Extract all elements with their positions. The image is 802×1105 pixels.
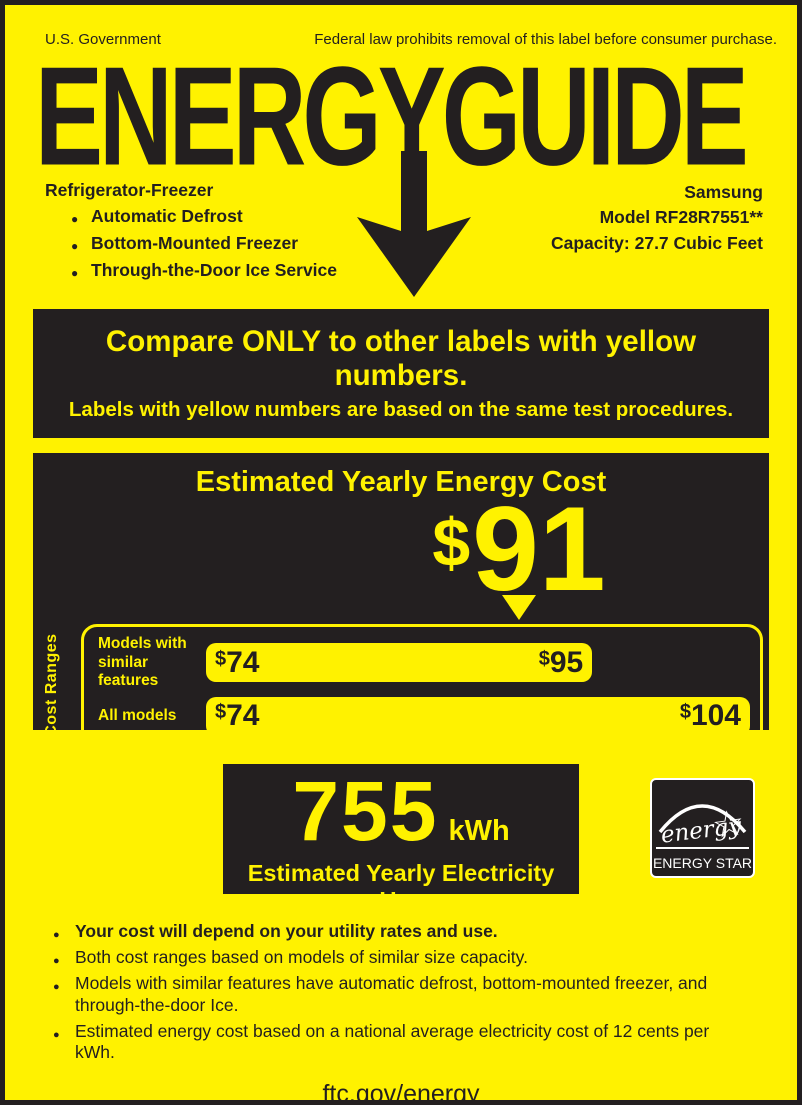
range-min-value: $74 [215,645,260,679]
ftc-url: ftc.gov/energy [322,1080,480,1100]
note-text: Both cost ranges based on models of simi… [75,946,528,967]
product-info: Refrigerator-Freezer Automatic Defrost B… [5,176,797,287]
bullet-icon [71,260,91,281]
electricity-use-box: 755 kWh Estimated Yearly Electricity Use [223,764,579,913]
federal-law-text: Federal law prohibits removal of this la… [314,31,777,48]
compare-banner: Compare ONLY to other labels with yellow… [33,309,769,438]
energyguide-logo-text: ENERGYGUIDE [35,37,749,195]
range-bar-all: $74 $104 [206,696,750,736]
note-text: Estimated energy cost based on a nationa… [75,1020,710,1063]
note-item: Estimated energy cost based on a nationa… [53,1021,797,1065]
feature-item: Bottom-Mounted Freezer [71,233,337,254]
kwh-unit: kWh [448,815,510,847]
capacity-text: Capacity: 27.7 Cubic Feet [550,232,763,253]
range-max-value: $104 [679,699,741,733]
government-text: U.S. Government [45,31,161,48]
note-item: Your cost will depend on your utility ra… [53,921,797,943]
cost-amount: 91 [472,482,606,616]
star-icon: ☆ [710,802,748,847]
feature-item: Through-the-Door Ice Service [71,260,337,281]
model-info: Samsung Model RF28R7551** Capacity: 27.7… [551,180,763,287]
note-item: Both cost ranges based on models of simi… [53,947,797,969]
down-arrow-icon [357,151,471,297]
energy-cost-box: Estimated Yearly Energy Cost $ 91 Cost R… [33,453,769,747]
range-bar-track: $74 $95 [206,643,750,683]
feature-list: Refrigerator-Freezer Automatic Defrost B… [45,180,337,287]
dollar-sign: $ [432,505,471,581]
feature-item: Automatic Defrost [71,206,337,227]
header: U.S. Government Federal law prohibits re… [5,5,797,48]
note-text: Your cost will depend on your utility ra… [75,921,498,941]
bullet-icon [71,233,91,254]
compare-headline: Compare ONLY to other labels with yellow… [105,325,697,392]
yearly-cost-value: $ 91 [151,482,797,616]
cost-pointer-icon [502,595,536,620]
label-background: U.S. Government Federal law prohibits re… [5,5,797,1100]
feature-label: Bottom-Mounted Freezer [91,233,299,253]
cost-ranges-label: Cost Ranges [43,633,60,738]
note-text: Models with similar features have automa… [75,972,708,1015]
note-item: Models with similar features have automa… [53,973,797,1017]
electricity-use-section: 755 kWh Estimated Yearly Electricity Use… [5,764,797,913]
kwh-value: 755 [292,764,439,858]
feature-label: Through-the-Door Ice Service [91,260,338,280]
range-row-similar-models: Models with similar features $74 $95 [98,635,750,691]
range-label: All models [98,706,177,724]
cost-ranges-section: Cost Ranges Models with similar features… [33,624,769,747]
energyguide-logo: ENERGYGUIDE [35,46,797,187]
usage-value-row: 755 kWh [223,764,579,858]
footnotes: Your cost will depend on your utility ra… [53,921,797,1064]
bullet-icon [71,206,91,227]
product-type: Refrigerator-Freezer [45,180,214,200]
range-label: Models with similar features [98,635,187,690]
bullet-icon [53,947,75,969]
range-bar-similar: $74 $95 [206,643,593,683]
range-max-value: $95 [538,645,584,679]
range-row-all-models: All models $74 $104 [98,696,750,736]
bullet-icon [53,973,75,995]
model-number: Model RF28R7551** [599,207,763,228]
bullet-icon [53,1021,75,1043]
cost-title: Estimated Yearly Energy Cost [195,466,607,498]
energy-star-logo: energy ☆ ENERGY STAR [650,778,755,878]
cost-ranges-box: Models with similar features $74 $95 All… [81,624,763,747]
feature-label: Automatic Defrost [91,206,243,226]
bullet-icon [53,921,75,943]
range-bar-track: $74 $104 [206,696,750,736]
range-min-value: $74 [215,699,260,733]
energy-star-label: ENERGY STAR [653,855,752,871]
brand-name: Samsung [684,182,763,202]
compare-subline: Labels with yellow numbers are based on … [68,398,734,421]
usage-caption: Estimated Yearly Electricity Use [247,859,555,913]
